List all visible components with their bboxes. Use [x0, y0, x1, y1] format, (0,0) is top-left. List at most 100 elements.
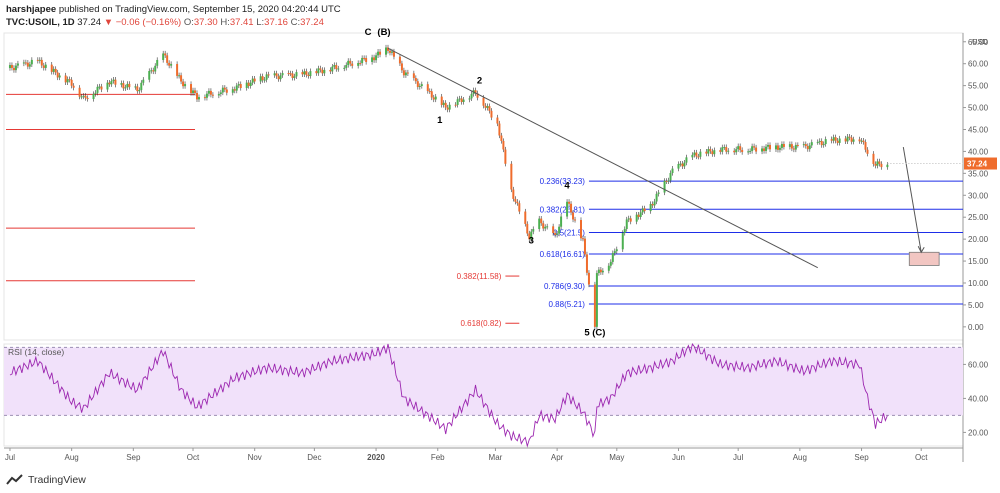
candle-body: [315, 71, 318, 74]
candle-body: [830, 139, 833, 141]
candle-body: [150, 70, 153, 72]
time-tick-label: Mar: [489, 453, 503, 462]
candle-body: [126, 83, 129, 88]
candle-body: [629, 218, 632, 222]
candle-body: [406, 72, 409, 74]
price-tick-label: 35.00: [968, 169, 989, 178]
wave-label: C: [365, 27, 372, 38]
candle-body: [874, 163, 877, 166]
candle-body: [112, 79, 115, 82]
candle-body: [265, 74, 268, 80]
candle-body: [834, 137, 837, 141]
candle-body: [420, 84, 423, 86]
brand-name: TradingView: [28, 474, 86, 486]
candle-body: [510, 163, 513, 190]
candle-body: [850, 137, 853, 142]
wave-label: 3: [529, 236, 534, 247]
candle-body: [386, 47, 389, 51]
candle-body: [613, 251, 616, 254]
candle-body: [866, 149, 869, 154]
candle-body: [253, 78, 256, 82]
candle-body: [599, 269, 602, 273]
candle-body: [655, 193, 658, 202]
fib-red-label: 0.382(11.58): [457, 272, 502, 281]
candle-body: [737, 146, 740, 150]
time-tick-label: Aug: [793, 453, 807, 462]
candle-body: [747, 151, 750, 153]
candle-body: [778, 147, 781, 150]
candle-body: [124, 87, 127, 89]
candle-body: [432, 97, 435, 100]
candle-body: [430, 91, 433, 98]
candle-body: [723, 147, 726, 149]
time-tick-label: Sep: [126, 453, 141, 462]
candle-body: [476, 93, 479, 98]
time-tick-label: Jul: [5, 453, 15, 462]
candle-body: [168, 62, 171, 66]
candle-body: [245, 82, 248, 89]
candle-body: [651, 203, 654, 206]
candle-body: [693, 152, 696, 155]
candle-body: [231, 89, 234, 93]
candle-body: [440, 96, 443, 105]
candle-body: [349, 60, 352, 64]
candle-body: [444, 102, 447, 108]
candle-body: [739, 146, 742, 151]
candle-body: [540, 218, 543, 224]
candle-body: [52, 68, 55, 72]
candle-body: [780, 144, 783, 148]
candle-body: [402, 70, 405, 76]
candle-body: [156, 59, 159, 66]
candle-body: [166, 55, 169, 63]
candle-body: [846, 136, 849, 142]
candle-body: [392, 51, 395, 57]
candle-body: [788, 144, 791, 147]
candle-body: [375, 55, 378, 61]
candle-body: [498, 123, 501, 136]
candle-body: [261, 76, 264, 81]
candle-body: [593, 284, 596, 327]
candle-body: [572, 212, 575, 220]
candle-body: [667, 180, 670, 182]
candle-body: [524, 211, 527, 224]
candle-body: [621, 232, 624, 250]
candle-body: [154, 65, 157, 72]
price-tick-label: 55.00: [968, 82, 989, 91]
candle-body: [836, 140, 839, 143]
candle-body: [223, 87, 226, 90]
projection-arrow-head: [917, 246, 925, 254]
candle-body: [832, 137, 835, 141]
candle-body: [526, 223, 529, 234]
candle-body: [30, 59, 33, 65]
candle-body: [776, 145, 779, 150]
candle-body: [570, 203, 573, 213]
candle-body: [26, 62, 29, 67]
candle-body: [68, 79, 71, 81]
candle-body: [70, 79, 73, 86]
candle-body: [96, 86, 99, 93]
author-name[interactable]: harshjapee: [6, 4, 57, 15]
rsi-tick-label: 40.00: [968, 394, 989, 403]
candle-body: [502, 140, 505, 150]
candle-body: [136, 86, 139, 92]
candle-body: [56, 72, 59, 78]
candle-body: [568, 201, 571, 204]
candle-body: [796, 144, 799, 146]
fib-level-label: 0.5(21.5): [553, 229, 585, 238]
time-tick-label: Jul: [733, 453, 743, 462]
candle-body: [371, 57, 374, 62]
candle-body: [581, 238, 584, 240]
close-value: 37.24: [300, 17, 324, 28]
candle-body: [858, 139, 861, 142]
price-tick-label: 40.00: [968, 147, 989, 156]
candle-body: [12, 67, 15, 71]
candle-body: [669, 172, 672, 181]
candle-body: [763, 148, 766, 151]
candle-body: [398, 56, 401, 64]
candle-body: [98, 86, 101, 88]
candle-body: [247, 82, 250, 87]
candle-body: [761, 148, 764, 152]
published-text: published on TradingView.com, September …: [58, 4, 341, 15]
fib-level-label: 0.786(9.30): [544, 282, 585, 291]
